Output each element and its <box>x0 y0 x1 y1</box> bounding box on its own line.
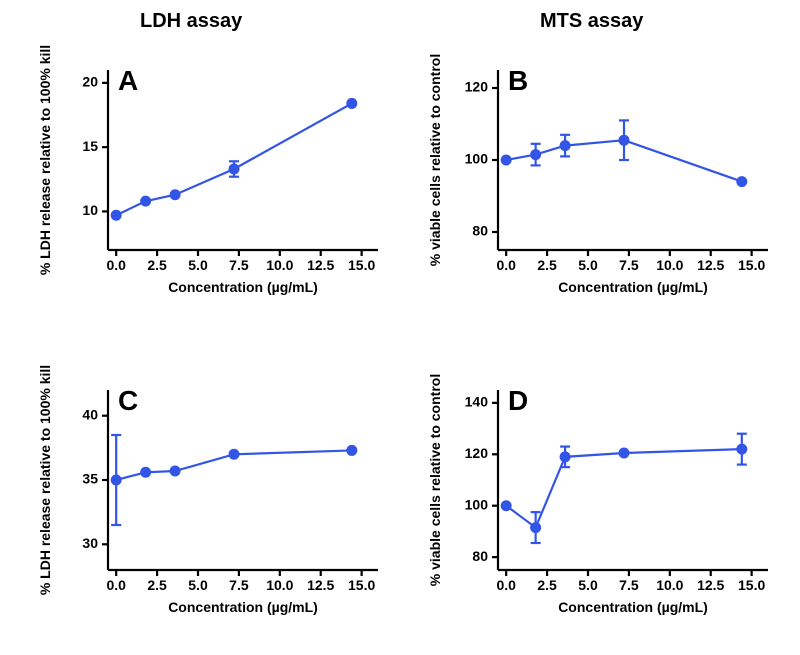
x-tick-label: 7.5 <box>229 577 249 593</box>
y-tick-label: 100 <box>465 151 489 167</box>
x-tick-label: 7.5 <box>619 577 639 593</box>
data-marker <box>170 189 181 200</box>
data-marker <box>170 466 181 477</box>
y-axis-label: % viable cells relative to control <box>427 54 443 266</box>
y-tick-label: 10 <box>82 202 98 218</box>
data-marker <box>501 155 512 166</box>
x-axis-label: Concentration (µg/mL) <box>168 279 318 295</box>
y-axis-label: % viable cells relative to control <box>427 374 443 586</box>
y-tick-label: 80 <box>472 223 488 239</box>
panel-C: 30 35 40 0.0 2.5 5.0 7.5 10.0 12.5 15.0 Concentrat… <box>30 360 390 640</box>
x-axis-label: Concentration (µg/mL) <box>168 599 318 615</box>
x-tick-label: 12.5 <box>697 577 724 593</box>
x-tick-label: 7.5 <box>619 257 639 273</box>
x-tick-label: 10.0 <box>656 577 683 593</box>
y-tick-label: 80 <box>472 548 488 564</box>
data-marker <box>140 467 151 478</box>
y-tick-label: 15 <box>82 138 98 154</box>
x-tick-label: 12.5 <box>307 577 334 593</box>
data-marker <box>736 444 747 455</box>
data-marker <box>501 500 512 511</box>
data-marker <box>140 196 151 207</box>
y-tick-label: 20 <box>82 74 98 90</box>
y-tick-label: 120 <box>465 79 489 95</box>
x-tick-label: 5.0 <box>578 577 598 593</box>
y-axis-label: % LDH release relative to 100% kill <box>37 45 53 275</box>
x-tick-label: 2.5 <box>537 257 557 273</box>
x-tick-label: 15.0 <box>738 577 765 593</box>
data-marker <box>530 149 541 160</box>
x-tick-label: 15.0 <box>738 257 765 273</box>
data-marker <box>560 140 571 151</box>
data-marker <box>346 445 357 456</box>
data-marker <box>560 451 571 462</box>
x-tick-label: 12.5 <box>697 257 724 273</box>
x-tick-label: 0.0 <box>106 257 126 273</box>
data-marker <box>619 448 630 459</box>
y-tick-label: 120 <box>465 445 489 461</box>
x-tick-label: 7.5 <box>229 257 249 273</box>
data-marker <box>619 135 630 146</box>
data-marker <box>229 449 240 460</box>
panel-A: 10 15 20 0.0 2.5 5.0 7.5 10.0 12.5 15.0 Concentrat… <box>30 40 390 320</box>
y-tick-label: 40 <box>82 406 98 422</box>
x-tick-label: 15.0 <box>348 257 375 273</box>
x-tick-label: 12.5 <box>307 257 334 273</box>
x-tick-label: 5.0 <box>188 577 208 593</box>
x-tick-label: 2.5 <box>147 257 167 273</box>
panel-letter: C <box>118 385 138 416</box>
panel-B: 80 100 120 0.0 2.5 5.0 7.5 10.0 12.5 15.0 Concentr… <box>420 40 780 320</box>
assay-figure: LDH assay MTS assay 1015200.02.55.07.510… <box>0 0 800 655</box>
column-header-mts: MTS assay <box>540 10 643 33</box>
data-line <box>116 103 352 215</box>
y-tick-label: 100 <box>465 496 489 512</box>
panel-D: 80 100 120 140 0.0 2.5 5.0 7.5 10.0 12.5 15.0 Conce… <box>420 360 780 640</box>
x-tick-label: 15.0 <box>348 577 375 593</box>
x-tick-label: 5.0 <box>188 257 208 273</box>
data-marker <box>530 522 541 533</box>
data-marker <box>346 98 357 109</box>
x-tick-label: 0.0 <box>496 577 516 593</box>
data-marker <box>229 164 240 175</box>
x-tick-label: 0.0 <box>106 577 126 593</box>
data-marker <box>111 475 122 486</box>
panel-letter: A <box>118 65 138 96</box>
y-tick-label: 35 <box>82 471 98 487</box>
data-marker <box>736 176 747 187</box>
column-header-ldh: LDH assay <box>140 10 242 33</box>
x-axis-label: Concentration (µg/mL) <box>558 599 708 615</box>
x-tick-label: 10.0 <box>266 577 293 593</box>
panel-letter: D <box>508 385 528 416</box>
x-tick-label: 10.0 <box>266 257 293 273</box>
data-marker <box>111 210 122 221</box>
x-axis-label: Concentration (µg/mL) <box>558 279 708 295</box>
x-tick-label: 0.0 <box>496 257 516 273</box>
data-line <box>506 449 742 527</box>
y-axis-label: % LDH release relative to 100% kill <box>37 365 53 595</box>
x-tick-label: 5.0 <box>578 257 598 273</box>
y-tick-label: 30 <box>82 535 98 551</box>
x-tick-label: 10.0 <box>656 257 683 273</box>
panel-letter: B <box>508 65 528 96</box>
x-tick-label: 2.5 <box>147 577 167 593</box>
x-tick-label: 2.5 <box>537 577 557 593</box>
y-tick-label: 140 <box>465 394 489 410</box>
